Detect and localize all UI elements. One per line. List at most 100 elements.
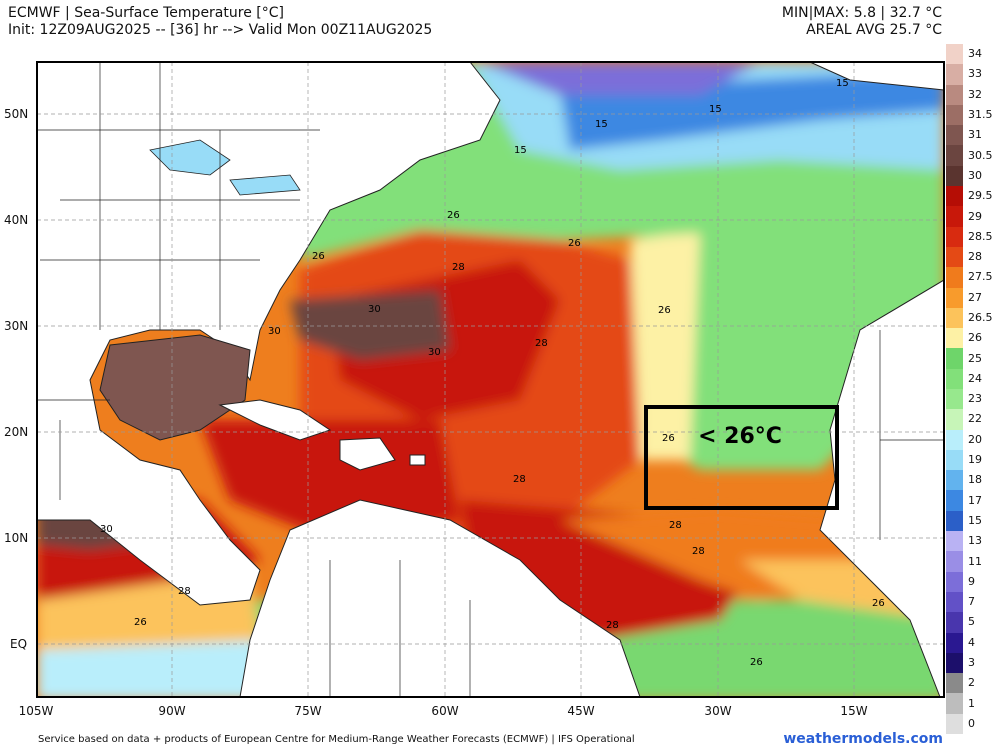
colorbar-swatch: [946, 328, 963, 349]
contour-label: 30: [268, 326, 281, 337]
lon-label: 30W: [704, 704, 732, 718]
colorbar-swatch: [946, 632, 963, 654]
colorbar-label: 25: [968, 351, 982, 365]
lon-label: 105W: [18, 704, 54, 718]
minmax-text: MIN|MAX: 5.8 | 32.7 °C: [781, 5, 942, 21]
colorbar-label: 7: [968, 595, 975, 609]
colorbar-swatch: [946, 713, 963, 735]
colorbar-swatch: [946, 612, 963, 634]
colorbar-label: 29: [968, 209, 982, 223]
init-line: Init: 12Z09AUG2025 -- [36] hr --> Valid …: [8, 22, 433, 38]
colorbar-swatch: [946, 652, 963, 674]
stats-block: MIN|MAX: 5.8 | 32.7 °C AREAL AVG 25.7 °C: [782, 5, 942, 39]
colorbar-swatch: [946, 64, 963, 86]
contour-label: 26: [750, 657, 763, 668]
colorbar-swatch: [946, 186, 963, 207]
contour-label: 28: [452, 262, 465, 273]
lat-label: EQ: [10, 637, 28, 651]
areal-avg-text: AREAL AVG 25.7 °C: [806, 22, 942, 38]
colorbar-swatch: [946, 206, 963, 228]
annotation-text: < 26°C: [698, 424, 782, 449]
land-masses: [37, 62, 944, 697]
colorbar-swatch: [946, 348, 963, 370]
colorbar-swatch: [946, 470, 963, 491]
footer-source: Service based on data + products of Euro…: [38, 734, 635, 745]
colorbar-swatch: [946, 145, 963, 167]
colorbar-swatch: [946, 449, 963, 471]
colorbar-swatch: [946, 571, 963, 593]
colorbar-label: 28.5: [968, 229, 993, 243]
colorbar-label: 15: [968, 513, 982, 527]
colorbar-swatch: [946, 307, 963, 329]
contour-label: 15: [709, 104, 722, 115]
contour-label: 30: [100, 524, 113, 535]
lon-label: 60W: [431, 704, 459, 718]
colorbar-label: 27.5: [968, 270, 993, 284]
colorbar-swatch: [946, 125, 963, 146]
colorbar-swatch: [946, 246, 963, 268]
colorbar-label: 28: [968, 250, 982, 264]
contour-label: 26: [658, 305, 671, 316]
colorbar-swatch: [946, 673, 963, 694]
colorbar-label: 18: [968, 473, 982, 487]
title-line: ECMWF | Sea-Surface Temperature [°C]: [8, 5, 284, 21]
contour-label: 26: [447, 210, 460, 221]
colorbar-label: 9: [968, 574, 975, 588]
contour-label: 26: [568, 238, 581, 249]
colorbar-swatch: [946, 165, 963, 187]
contour-label: 28: [669, 520, 682, 531]
colorbar-label: 4: [968, 635, 975, 649]
contour-label: 30: [428, 347, 441, 358]
colorbar-swatch: [946, 226, 963, 248]
colorbar-swatch: [946, 591, 963, 613]
lat-label: 40N: [4, 213, 29, 227]
annotation-box: [644, 405, 839, 510]
lat-label: 10N: [4, 531, 29, 545]
colorbar-label: 1: [968, 696, 975, 710]
colorbar-label: 31: [968, 128, 982, 142]
colorbar-label: 24: [968, 371, 982, 385]
colorbar-swatch: [946, 409, 963, 431]
contour-label: 28: [606, 620, 619, 631]
colorbar-label: 3: [968, 655, 975, 669]
colorbar-label: 26: [968, 331, 982, 345]
map-frame: [36, 61, 945, 698]
colorbar-swatch: [946, 389, 963, 410]
colorbar-label: 34: [968, 47, 982, 61]
colorbar-label: 19: [968, 453, 982, 467]
colorbar-swatch: [946, 44, 963, 65]
contour-label: 28: [513, 474, 526, 485]
colorbar-swatch: [946, 551, 963, 573]
colorbar-swatch: [946, 510, 963, 532]
colorbar-label: 22: [968, 412, 982, 426]
brand-link[interactable]: weathermodels.com: [783, 731, 943, 747]
contour-label: 15: [595, 119, 608, 130]
chart-title: ECMWF | Sea-Surface Temperature [°C] Ini…: [8, 5, 432, 39]
contour-label: 26: [872, 598, 885, 609]
contour-label: 30: [368, 304, 381, 315]
lat-label: 30N: [4, 319, 29, 333]
colorbar-label: 17: [968, 493, 982, 507]
lon-label: 75W: [294, 704, 322, 718]
colorbar-label: 29.5: [968, 189, 993, 203]
colorbar-label: 30.5: [968, 148, 993, 162]
contour-label: 15: [836, 78, 849, 89]
contour-label: 26: [662, 433, 675, 444]
colorbar-label: 33: [968, 67, 982, 81]
colorbar-label: 5: [968, 615, 975, 629]
colorbar-label: 30: [968, 168, 982, 182]
colorbar-swatch: [946, 287, 963, 309]
colorbar-swatch: [946, 429, 963, 451]
contour-label: 28: [178, 586, 191, 597]
colorbar-swatch: [946, 104, 963, 126]
lon-label: 90W: [158, 704, 186, 718]
contour-label: 26: [312, 251, 325, 262]
contour-label: 15: [514, 145, 527, 156]
colorbar-label: 26.5: [968, 310, 993, 324]
colorbar-swatch: [946, 531, 963, 552]
colorbar-swatch: [946, 267, 963, 289]
colorbar-label: 0: [968, 716, 975, 730]
colorbar-swatch: [946, 84, 963, 106]
colorbar-label: 23: [968, 392, 982, 406]
